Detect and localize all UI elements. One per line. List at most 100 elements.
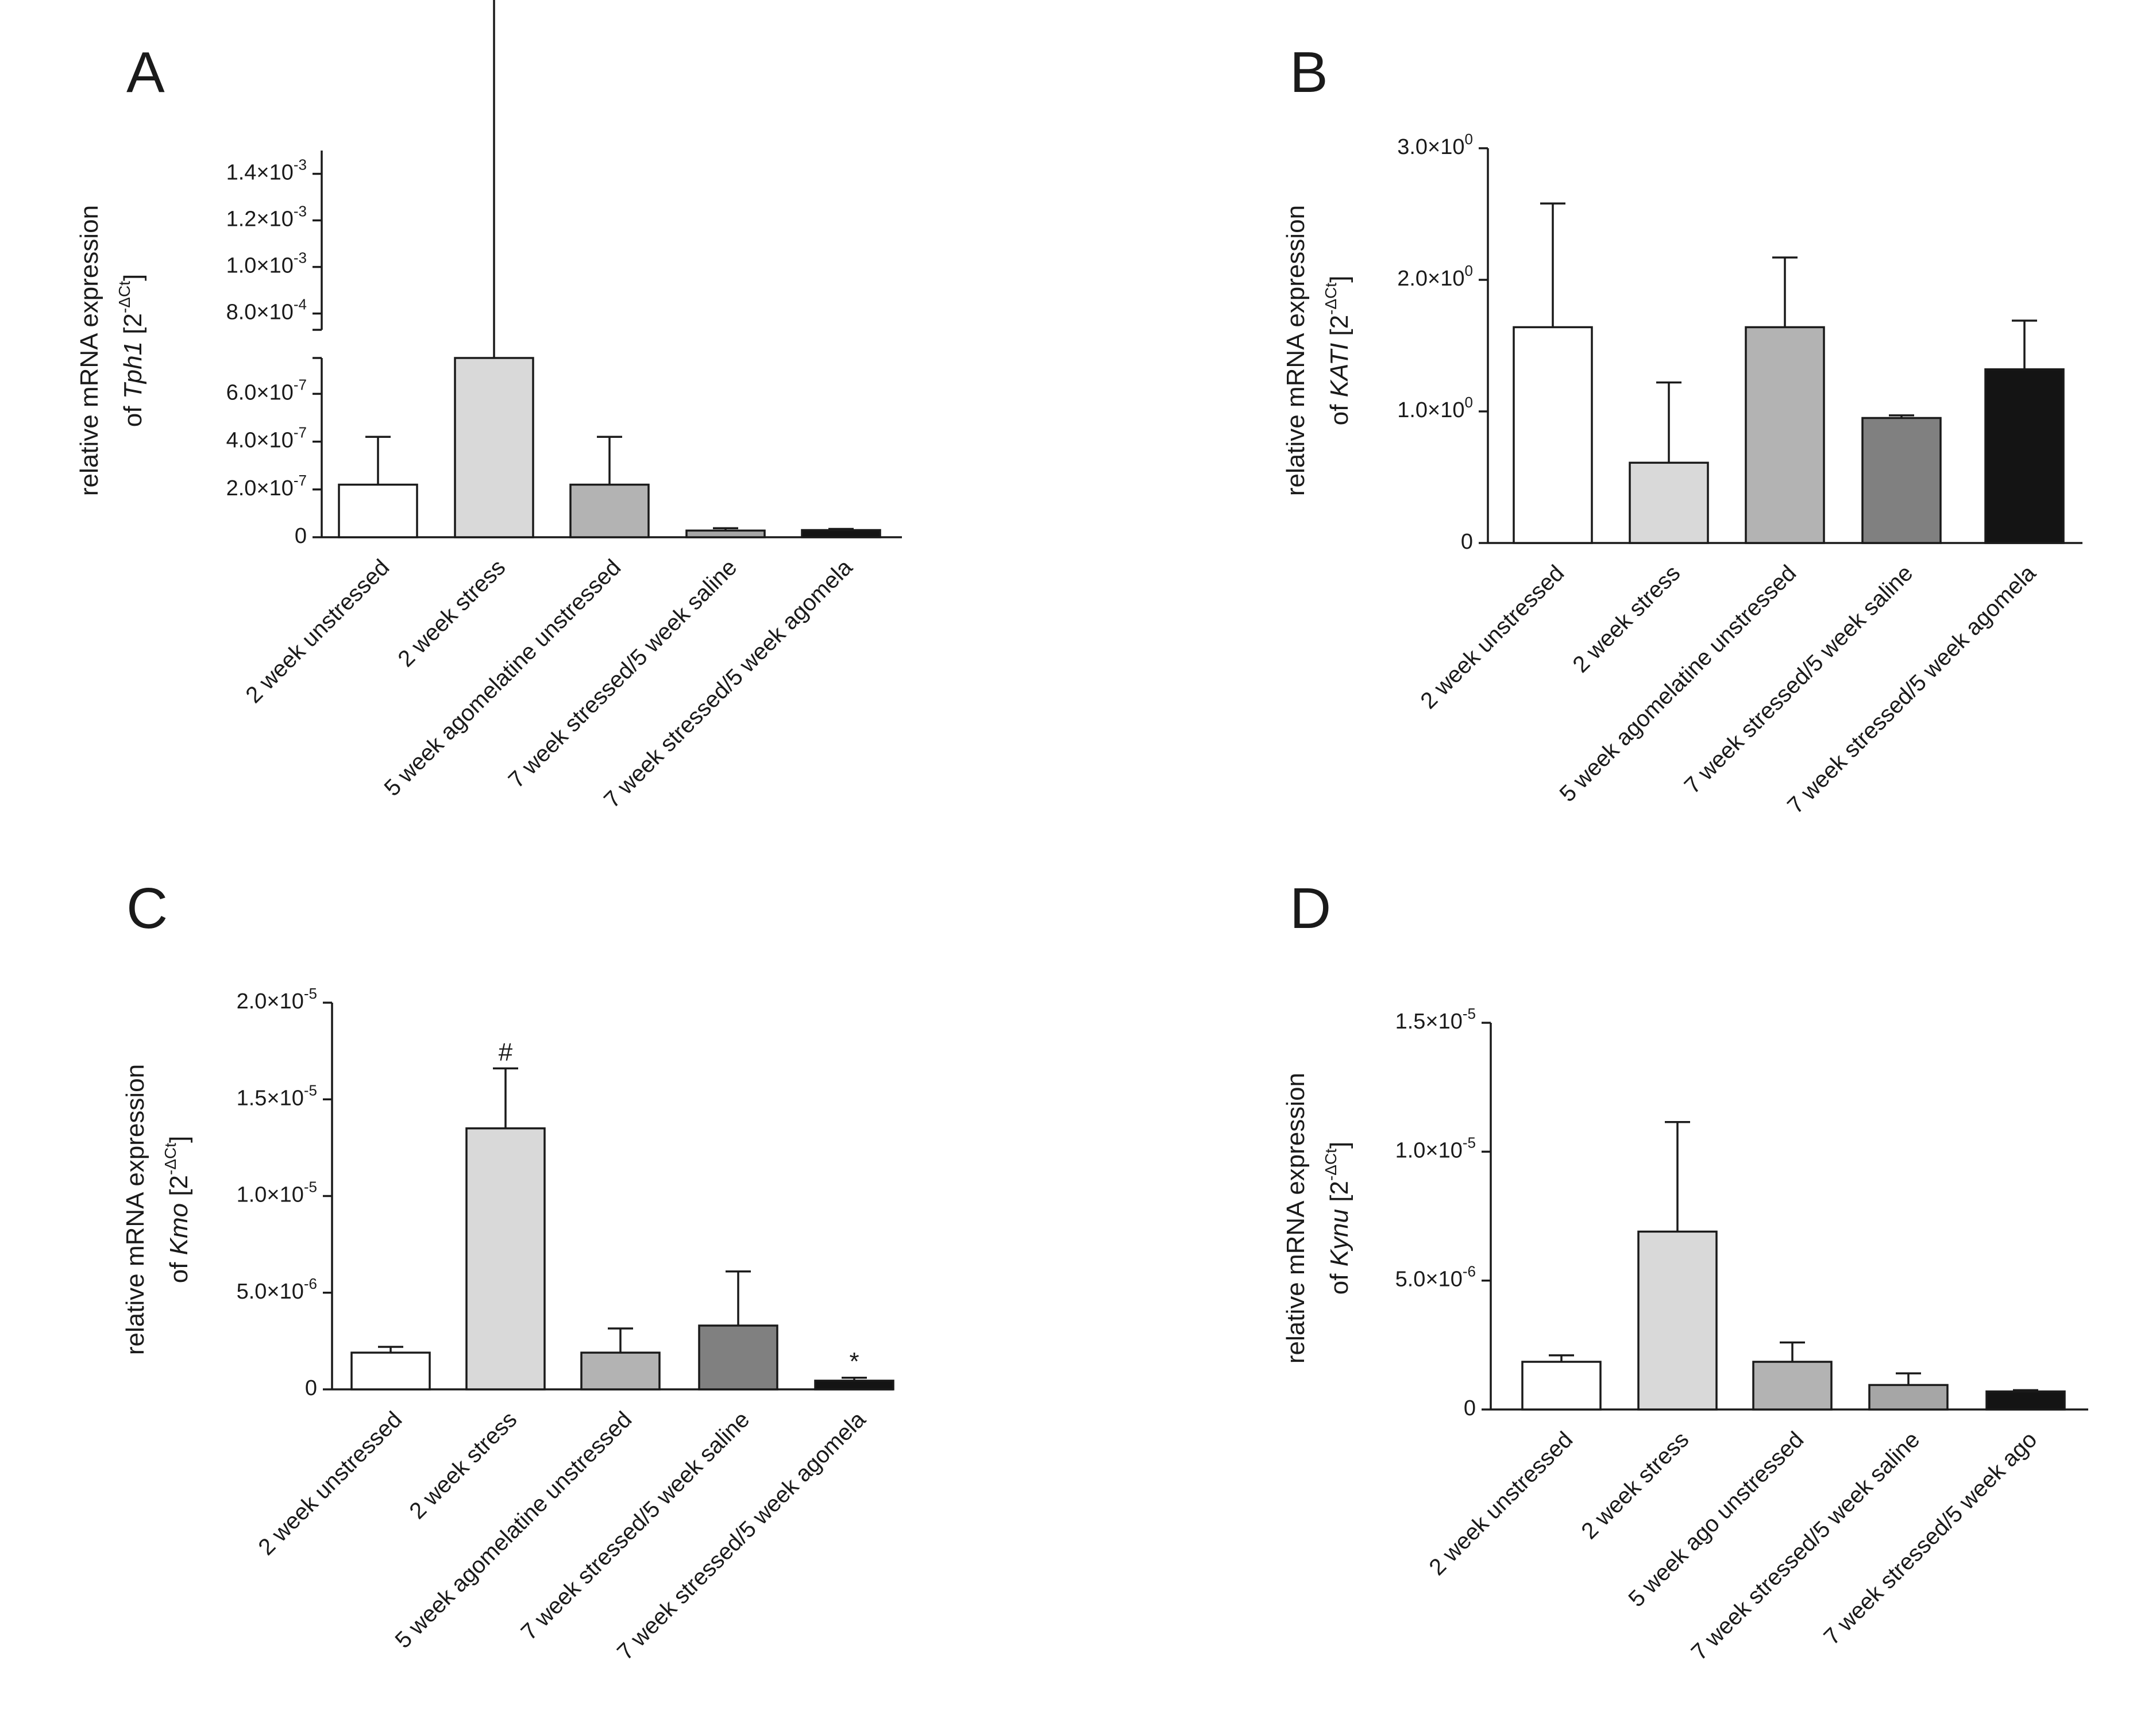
y-tick-mantissa: 1.5×10 — [1395, 1010, 1463, 1034]
y-axis-title: relative mRNA expression of Tph1 [2-ΔCt] — [75, 205, 147, 496]
y-tick-label: 0 — [1461, 530, 1473, 554]
significance-marker: * — [849, 1347, 859, 1376]
y-tick-exponent: -4 — [294, 296, 307, 313]
y-tick-exponent: -7 — [294, 472, 307, 489]
y-axis-title-line1: relative mRNA expression — [75, 205, 103, 496]
y-tick-label: 0 — [295, 524, 307, 548]
y-axis-title-line1: relative mRNA expression — [1282, 1073, 1310, 1364]
y-tick-mantissa: 1.0×10 — [237, 1183, 304, 1207]
y-tick-label: 2.0×10-5 — [237, 985, 317, 1014]
y-tick-mantissa: 4.0×10 — [226, 429, 294, 453]
y-tick-label: 3.0×100 — [1397, 130, 1473, 159]
y-axis-title-close: ] — [165, 1136, 193, 1143]
y-tick-label: 5.0×10-6 — [1395, 1263, 1476, 1292]
bar — [1984, 368, 2065, 544]
y-axis-title-exponent: -ΔCt — [1322, 1149, 1340, 1181]
y-tick-exponent: -7 — [294, 376, 307, 393]
bar — [569, 483, 650, 538]
gene-name: Tph1 — [119, 341, 147, 399]
y-tick-mantissa: 2.0×10 — [237, 989, 304, 1014]
y-tick-label: 1.5×10-5 — [1395, 1005, 1476, 1034]
y-axis-title-exponent: -ΔCt — [115, 281, 133, 313]
bar — [580, 1351, 661, 1391]
bar — [801, 529, 881, 538]
bar — [338, 483, 418, 538]
svg-text:relative mRNA expression: relative mRNA expression — [121, 1064, 149, 1355]
bar — [1752, 1361, 1833, 1411]
bar — [454, 357, 534, 538]
y-tick-mantissa: 3.0×10 — [1397, 135, 1464, 159]
y-tick-exponent: -3 — [294, 202, 307, 219]
bar — [465, 1127, 546, 1391]
svg-text:relative mRNA expression: relative mRNA expression — [1282, 205, 1310, 496]
y-axis-title-suffix: [2 — [1325, 1181, 1353, 1209]
y-tick-label: 4.0×10-7 — [226, 423, 307, 452]
bar — [350, 1351, 431, 1391]
gene-name: Kmo — [165, 1203, 193, 1255]
y-tick-label: 1.0×100 — [1397, 394, 1473, 422]
y-axis-title-close: ] — [119, 274, 147, 281]
y-tick-mantissa: 1.0×10 — [1395, 1138, 1463, 1162]
bar — [1629, 461, 1709, 544]
bar — [1985, 1390, 2066, 1411]
y-tick-exponent: -3 — [294, 249, 307, 266]
y-tick-mantissa: 5.0×10 — [1395, 1268, 1463, 1292]
y-axis-title-prefix: of — [165, 1255, 193, 1283]
y-tick-mantissa: 8.0×10 — [226, 301, 294, 325]
y-axis-title-prefix: of — [119, 399, 147, 427]
y-tick-exponent: -6 — [1463, 1263, 1476, 1280]
y-tick-label: 8.0×10-4 — [226, 296, 307, 325]
y-tick-mantissa: 6.0×10 — [226, 380, 294, 405]
y-tick-exponent: -5 — [304, 985, 317, 1002]
bar — [1513, 326, 1593, 544]
y-axis-title: relative mRNA expression of Kynu [2-ΔCt] — [1282, 1073, 1353, 1364]
y-tick-exponent: -6 — [304, 1275, 317, 1292]
y-tick-label: 1.0×10-3 — [226, 249, 307, 278]
panel-letter: D — [1290, 876, 1331, 941]
y-tick-exponent: -5 — [1463, 1005, 1476, 1022]
y-tick-mantissa: 1.0×10 — [226, 254, 294, 278]
svg-text:of KATI [2-ΔCt]: of KATI [2-ΔCt] — [1322, 276, 1353, 426]
gene-name: KATI — [1325, 343, 1353, 398]
y-tick-exponent: 0 — [1465, 130, 1473, 148]
bar — [1745, 326, 1825, 544]
y-tick-exponent: -5 — [304, 1081, 317, 1099]
y-axis-title-prefix: of — [1325, 1266, 1353, 1295]
y-axis-title-suffix: [2 — [165, 1175, 193, 1203]
y-tick-label: 2.0×10-7 — [226, 472, 307, 500]
gene-name: Kynu — [1325, 1209, 1353, 1266]
y-tick-label: 1.0×10-5 — [1395, 1134, 1476, 1162]
bar — [1521, 1361, 1602, 1411]
panel-letter: B — [1290, 40, 1328, 105]
panel-letter: C — [126, 876, 168, 941]
y-axis-title-close: ] — [1325, 276, 1353, 283]
bar — [814, 1380, 894, 1391]
y-tick-label: 0 — [1464, 1396, 1476, 1420]
y-tick-exponent: -5 — [1463, 1134, 1476, 1151]
svg-text:of Kmo [2-ΔCt]: of Kmo [2-ΔCt] — [161, 1136, 193, 1284]
bar — [1637, 1230, 1718, 1411]
y-tick-label: 6.0×10-7 — [226, 376, 307, 405]
svg-text:relative mRNA expression: relative mRNA expression — [1282, 1073, 1310, 1364]
y-axis-title-suffix: [2 — [1325, 315, 1353, 343]
y-tick-label: 1.4×10-3 — [226, 156, 307, 184]
y-tick-mantissa: 1.5×10 — [237, 1086, 304, 1110]
y-tick-exponent: -3 — [294, 156, 307, 173]
y-tick-exponent: -5 — [304, 1178, 317, 1195]
significance-marker: # — [499, 1038, 513, 1066]
bar — [698, 1324, 778, 1391]
panel-letter: A — [126, 40, 165, 105]
y-tick-mantissa: 2.0×10 — [226, 476, 294, 500]
y-tick-label: 1.2×10-3 — [226, 202, 307, 231]
y-tick-mantissa: 5.0×10 — [237, 1280, 304, 1304]
y-tick-mantissa: 1.0×10 — [1397, 398, 1464, 422]
bar — [1868, 1384, 1949, 1411]
y-tick-exponent: 0 — [1465, 262, 1473, 279]
svg-text:relative mRNA expression: relative mRNA expression — [75, 205, 103, 496]
y-axis-title-prefix: of — [1325, 397, 1353, 425]
y-tick-label: 2.0×100 — [1397, 262, 1473, 291]
y-tick-mantissa: 1.4×10 — [226, 161, 294, 185]
y-axis-title-exponent: -ΔCt — [161, 1143, 179, 1175]
